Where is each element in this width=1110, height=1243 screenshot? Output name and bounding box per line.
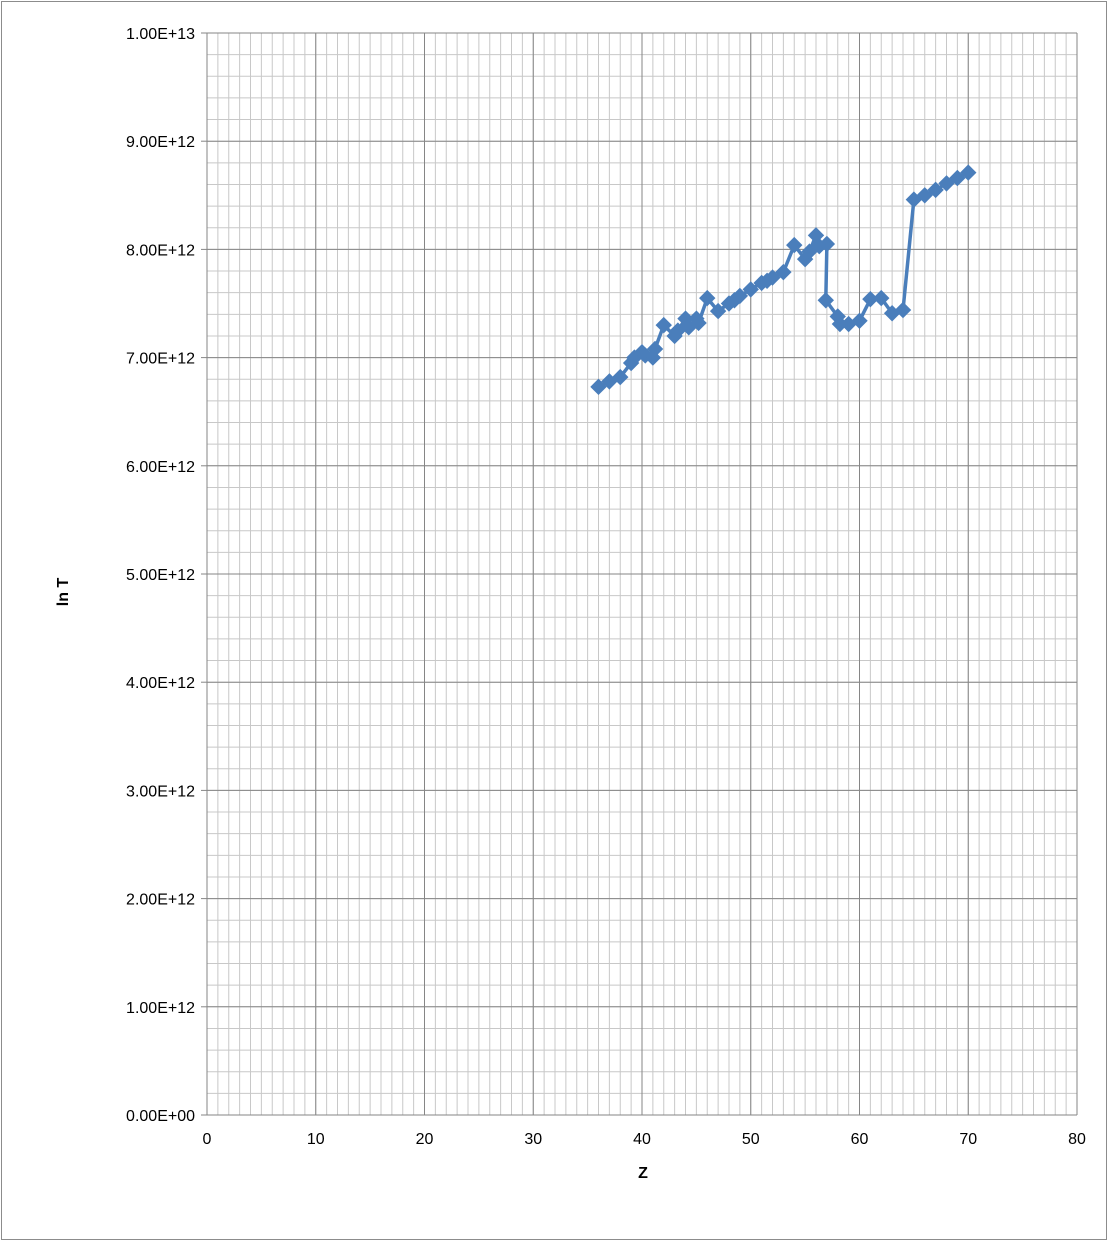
data-point-marker [742,281,759,298]
data-point-marker [731,287,749,305]
data-point-marker [699,289,716,307]
major-gridlines [206,32,1078,1116]
axes [201,32,1077,1116]
data-point-marker [690,314,707,332]
x-tick-label: 40 [633,1131,651,1148]
data-point-marker [916,187,933,204]
x-tick-label: 80 [1068,1131,1086,1148]
x-tick-label: 30 [524,1131,542,1148]
y-tick-label: 3.00E+12 [126,783,195,800]
data-point-marker [646,340,664,358]
y-tick-label: 8.00E+12 [126,242,195,259]
y-tick-label: 1.00E+13 [126,26,195,43]
y-tick-label: 1.00E+12 [126,1000,195,1017]
data-point-marker [612,368,629,386]
data-point-marker [764,269,781,286]
data-point-marker [894,301,912,319]
y-tick-label: 9.00E+12 [126,134,195,151]
data-point-marker [960,164,977,181]
x-tick-label: 50 [742,1131,760,1148]
y-axis-title: ln T [55,578,72,607]
data-point-marker [938,175,955,192]
data-point-marker [709,302,727,320]
data-point-marker [817,292,834,309]
y-tick-label: 5.00E+12 [126,567,195,584]
data-point-marker [590,378,607,396]
data-point-marker [949,169,966,187]
x-tick-label: 10 [307,1131,325,1148]
x-tick-label: 0 [203,1131,212,1148]
x-tick-label: 70 [959,1131,977,1148]
y-tick-labels: 0.00E+00 1.00E+12 2.00E+12 3.00E+12 4.00E+12… [126,26,195,1125]
x-tick-labels: 0 10 20 30 40 50 60 70 80 [203,1131,1086,1148]
y-tick-label: 6.00E+12 [126,459,195,476]
x-axis-title: Z [638,1165,648,1182]
x-tick-label: 20 [416,1131,434,1148]
data-point-marker [818,235,836,253]
data-point-marker [775,263,792,281]
data-point-marker [927,181,944,199]
data-point-marker [851,312,868,330]
series-layer [590,164,977,396]
y-tick-label: 0.00E+00 [126,1108,195,1125]
y-tick-label: 4.00E+12 [126,675,195,692]
data-point-marker [786,236,803,254]
data-point-marker [873,289,890,307]
y-tick-label: 2.00E+12 [126,892,195,909]
x-tick-label: 60 [851,1131,869,1148]
y-tick-label: 7.00E+12 [126,351,195,368]
data-point-marker [655,316,672,334]
